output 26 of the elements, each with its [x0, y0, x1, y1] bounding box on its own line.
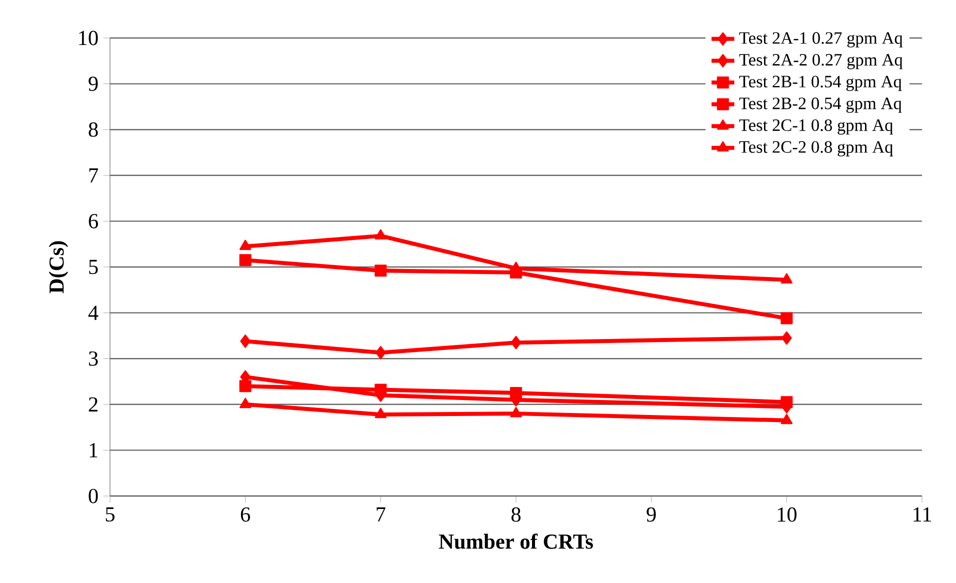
y-tick-label: 4: [88, 306, 98, 320]
y-tick-label: 10: [79, 30, 98, 46]
legend-label: Test 2A-1 0.27 gpm Aq: [739, 32, 903, 48]
y-tick-label: 3: [88, 351, 98, 366]
x-tick-label: 6: [240, 507, 250, 522]
legend-label: Test 2A-2 0.27 gpm Aq: [739, 54, 903, 70]
y-tick-label: 2: [88, 397, 98, 412]
y-tick-label: 6: [88, 214, 98, 228]
legend-label: Test 2B-1 0.54 gpm Aq: [739, 76, 902, 92]
x-tick-label: 10: [778, 507, 797, 522]
y-tick-label: 7: [89, 168, 98, 182]
x-tick-label: 11: [914, 507, 932, 522]
legend-label: Test 2C-1 0.8 gpm Aq: [739, 119, 893, 135]
y-tick-label: 1: [90, 443, 98, 458]
x-tick-label: 9: [646, 507, 656, 522]
y-tick-label: 0: [88, 488, 98, 504]
y-tick-label: 5: [89, 260, 98, 274]
x-axis-title: Number of CRTs: [438, 534, 593, 549]
x-tick-label: 5: [106, 507, 114, 522]
y-tick-label: 8: [88, 122, 98, 137]
x-tick-label: 8: [511, 507, 521, 522]
legend-label: Test 2C-2 0.8 gpm Aq: [739, 141, 893, 156]
legend-label: Test 2B-2 0.54 gpm Aq: [739, 98, 902, 113]
y-tick-label: 9: [88, 76, 98, 91]
y-axis-title: D(Cs): [48, 241, 68, 294]
x-tick-label: 7: [376, 507, 386, 522]
